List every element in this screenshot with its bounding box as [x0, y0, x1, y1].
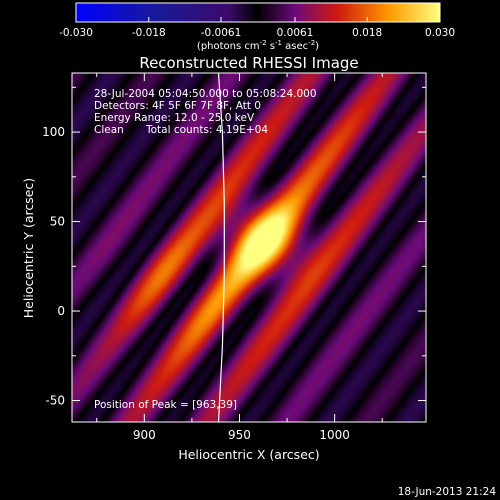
y-tick-label: 50 — [50, 215, 65, 229]
colorbar-tick-label: -0.030 — [59, 27, 93, 39]
y-tick-label: 100 — [42, 125, 65, 139]
axis-ticks: 900 950 1000 -50 0 50 100 — [42, 73, 426, 442]
colorbar-tick-label: 0.030 — [425, 27, 455, 39]
y-tick-label: -50 — [45, 394, 65, 408]
colorbar-tick-label: 0.018 — [352, 27, 382, 39]
y-tick-label: 0 — [57, 304, 65, 318]
colorbar-tick-label: 0.0061 — [277, 27, 314, 39]
colorbar-unit-label: (photons cm-2 s-1 asec-2) — [197, 39, 319, 52]
x-tick-label: 1000 — [319, 428, 350, 442]
colorbar-tick-label: -0.018 — [132, 27, 166, 39]
colorbar — [75, 2, 441, 23]
x-tick-label: 900 — [133, 428, 156, 442]
colorbar-ticks: -0.030 -0.018 -0.0061 0.0061 0.018 0.030 — [59, 17, 455, 39]
colorbar-tick-label: -0.0061 — [201, 27, 242, 39]
timestamp: 18-Jun-2013 21:24 — [398, 486, 497, 498]
annotation-energy: Energy Range: 12.0 - 25.0 keV — [94, 112, 255, 124]
annotation-detectors: Detectors: 4F 5F 6F 7F 8F, Att 0 — [94, 100, 261, 112]
heatmap-image — [72, 73, 426, 422]
solar-limb — [217, 73, 225, 422]
chart-title: Reconstructed RHESSI Image — [139, 54, 358, 72]
plot-frame — [71, 72, 427, 423]
heatmap-raster — [72, 73, 426, 422]
annotation-time: 28-Jul-2004 05:04:50.000 to 05:08:24.000 — [94, 88, 317, 100]
annotation-peak: Position of Peak = [963,39] — [94, 399, 237, 411]
annotation-method: Clean — [94, 124, 124, 136]
annotation-counts: Total counts: 4.19E+04 — [145, 124, 268, 136]
y-axis-label: Heliocentric Y (arcsec) — [21, 178, 36, 318]
x-axis-label: Heliocentric X (arcsec) — [178, 447, 319, 462]
x-tick-label: 950 — [228, 428, 251, 442]
